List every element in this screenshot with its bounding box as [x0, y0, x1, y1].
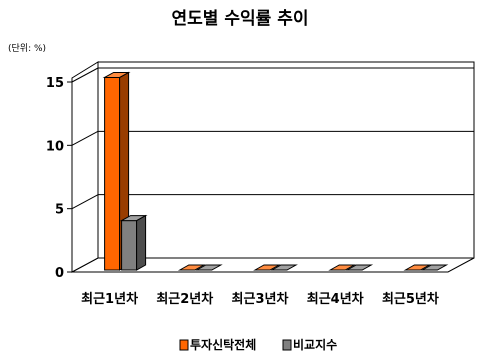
bar-2-1: [119, 214, 148, 271]
bar-2-2: [194, 264, 223, 271]
unit-label: (단위: %): [8, 43, 46, 54]
gridline-side-5: [71, 194, 99, 210]
bar-1-5: [403, 264, 432, 271]
bar-top: [420, 264, 449, 271]
category-label-3: 최근3년차: [232, 291, 289, 307]
y-tick-labels: 0 5 10 15: [46, 76, 64, 281]
bar-2-5: [420, 264, 449, 271]
y-tick-label-0: 0: [55, 266, 64, 281]
bar-top: [102, 71, 131, 78]
side-wall: [71, 61, 99, 273]
gridline-side-10: [71, 130, 99, 146]
bar-1-3: [253, 264, 281, 271]
y-tick-label-5: 5: [55, 203, 64, 218]
gridline-side-15: [71, 67, 99, 83]
bar-top: [328, 264, 357, 271]
category-label-1: 최근1년차: [81, 291, 138, 307]
chart-walls: [71, 61, 475, 273]
category-labels: 최근1년차 최근2년차 최근3년차 최근4년차 최근5년차: [81, 291, 439, 307]
category-label-2: 최근2년차: [156, 291, 213, 307]
bar-2-3: [270, 264, 298, 271]
back-wall: [97, 61, 475, 259]
bar-top: [345, 264, 374, 271]
legend-label-series-1: 투자신탁전체: [190, 337, 256, 352]
legend-label-series-2: 비교지수: [293, 337, 337, 352]
legend: 투자신탁전체 비교지수: [179, 337, 337, 352]
y-tick-label-10: 10: [46, 139, 64, 154]
bar-top: [270, 264, 298, 271]
y-tick-label-15: 15: [46, 76, 64, 91]
bar-front: [121, 220, 138, 271]
category-label-4: 최근4년차: [307, 291, 364, 307]
bar-1-4: [328, 264, 357, 271]
bar-1-2: [177, 264, 206, 271]
legend-swatch-series-2: [282, 339, 292, 351]
bar-top: [403, 264, 432, 271]
bar-front: [104, 76, 121, 271]
bar-2-4: [345, 264, 374, 271]
bar-top: [194, 264, 223, 271]
chart-title: 연도별 수익률 추이: [172, 9, 309, 29]
bar-top: [253, 264, 281, 271]
bar-side: [136, 214, 147, 271]
bar-top: [119, 215, 148, 222]
gridlines: [67, 67, 474, 273]
bar-top: [177, 264, 206, 271]
category-label-5: 최근5년차: [382, 291, 439, 307]
bars: [102, 71, 449, 271]
legend-swatch-series-1: [179, 339, 189, 351]
